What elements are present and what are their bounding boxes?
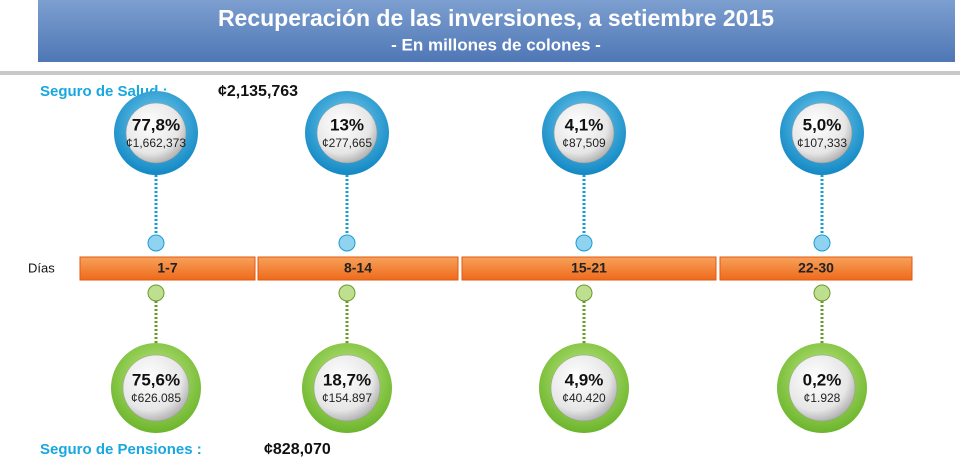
- pearl: [553, 102, 615, 164]
- pearl: [313, 354, 381, 422]
- small-dot: [338, 284, 356, 302]
- header-bar: [38, 0, 955, 62]
- amount: ¢154.897: [322, 391, 372, 405]
- small-dot: [147, 284, 165, 302]
- subtitle: - En millones de colones -: [391, 35, 601, 54]
- small-dot: [575, 284, 593, 302]
- pearl: [791, 102, 853, 164]
- pearl: [316, 102, 378, 164]
- small-dot: [338, 234, 356, 252]
- pearl: [125, 102, 187, 164]
- amount: ¢1.928: [804, 391, 841, 405]
- percent: 75,6%: [132, 370, 180, 389]
- pearl: [122, 354, 190, 422]
- timeline-segment: [719, 256, 913, 281]
- timeline-segment: [257, 256, 459, 281]
- percent: 13%: [330, 115, 364, 134]
- timeline-segment: [461, 256, 717, 281]
- pearl: [550, 354, 618, 422]
- title: Recuperación de las inversiones, a setie…: [218, 5, 774, 31]
- period-label: 22-30: [798, 260, 834, 276]
- small-dot: [813, 234, 831, 252]
- percent: 5,0%: [803, 115, 842, 134]
- percent: 77,8%: [132, 115, 180, 134]
- timeline-segment: [79, 256, 256, 281]
- small-dot: [813, 284, 831, 302]
- period-label: 1-7: [157, 260, 177, 276]
- amount: ¢277,665: [322, 136, 372, 150]
- amount: ¢1,662,373: [126, 136, 186, 150]
- divider: [0, 71, 960, 75]
- percent: 4,1%: [565, 115, 604, 134]
- amount: ¢40.420: [562, 391, 606, 405]
- salud-label: Seguro de Salud :: [40, 83, 168, 100]
- pearl: [788, 354, 856, 422]
- amount: ¢87,509: [562, 136, 606, 150]
- percent: 4,9%: [565, 370, 604, 389]
- timeline-label: Días: [28, 260, 55, 275]
- pensiones-total: ¢828,070: [264, 441, 331, 458]
- amount: ¢107,333: [797, 136, 847, 150]
- period-label: 8-14: [344, 260, 372, 276]
- percent: 18,7%: [323, 370, 371, 389]
- period-label: 15-21: [571, 260, 607, 276]
- small-dot: [147, 234, 165, 252]
- small-dot: [575, 234, 593, 252]
- salud-total: ¢2,135,763: [218, 83, 298, 100]
- pensiones-label: Seguro de Pensiones :: [40, 441, 202, 458]
- amount: ¢626.085: [131, 391, 181, 405]
- percent: 0,2%: [803, 370, 842, 389]
